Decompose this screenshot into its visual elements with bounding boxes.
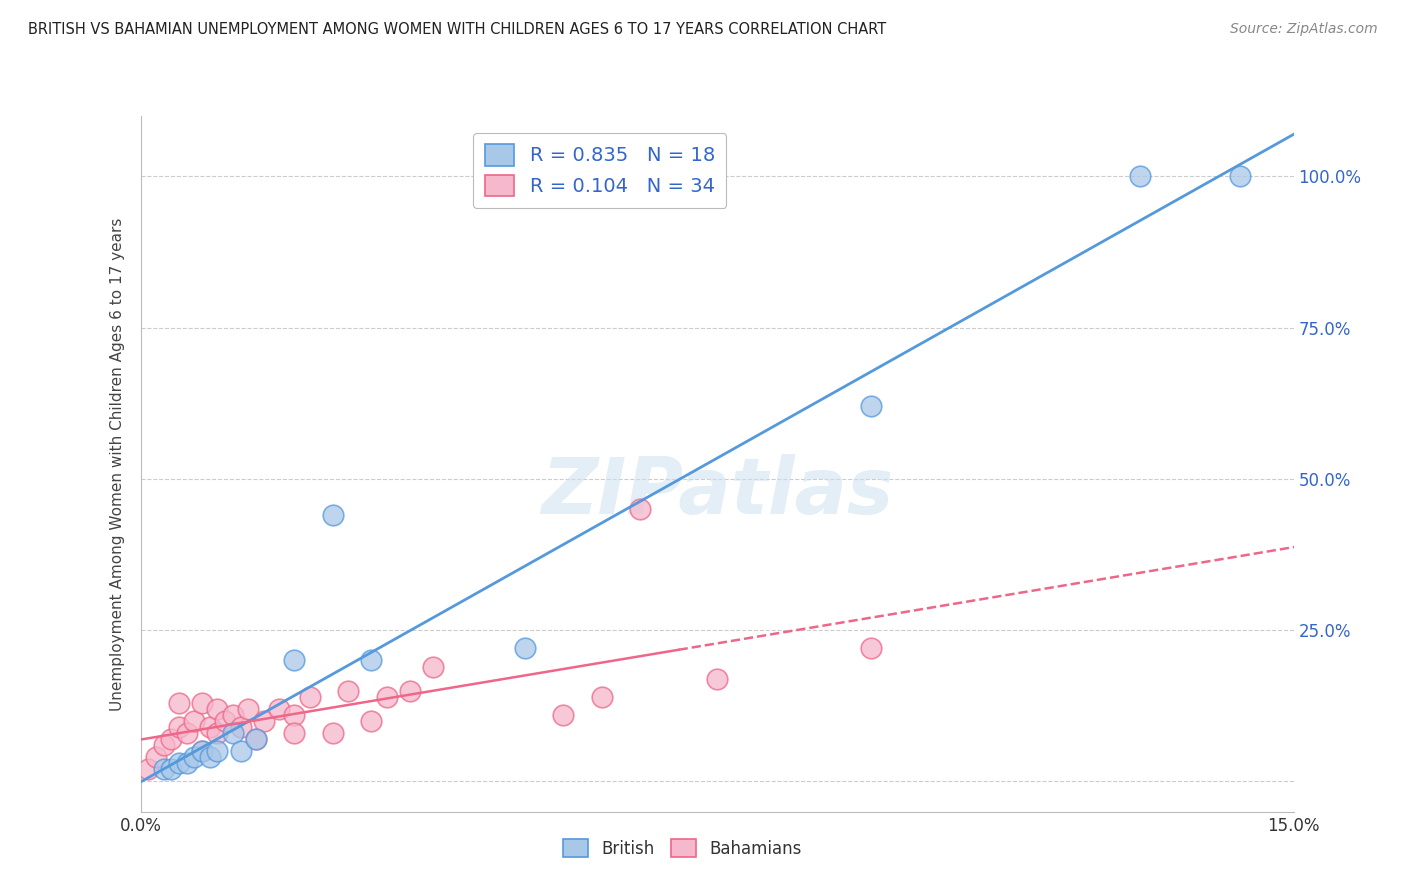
Point	[322, 508, 344, 523]
Point	[360, 653, 382, 667]
Point	[238, 702, 260, 716]
Point	[183, 714, 205, 728]
Legend: British, Bahamians: British, Bahamians	[554, 830, 810, 866]
Point	[176, 756, 198, 771]
Point	[222, 707, 245, 722]
Text: Source: ZipAtlas.com: Source: ZipAtlas.com	[1230, 22, 1378, 37]
Point	[207, 726, 229, 740]
Point	[229, 720, 252, 734]
Point	[267, 702, 290, 716]
Point	[360, 714, 382, 728]
Point	[183, 750, 205, 764]
Point	[167, 756, 190, 771]
Text: ZIPatlas: ZIPatlas	[541, 454, 893, 530]
Point	[245, 732, 267, 747]
Point	[298, 690, 321, 704]
Point	[207, 744, 229, 758]
Point	[513, 641, 536, 656]
Point	[191, 696, 214, 710]
Point	[167, 696, 190, 710]
Point	[152, 763, 174, 777]
Point	[283, 653, 305, 667]
Point	[337, 683, 360, 698]
Point	[145, 750, 167, 764]
Point	[198, 750, 221, 764]
Point	[152, 738, 174, 752]
Point	[859, 400, 882, 414]
Point	[283, 707, 305, 722]
Point	[422, 659, 444, 673]
Point	[207, 702, 229, 716]
Text: BRITISH VS BAHAMIAN UNEMPLOYMENT AMONG WOMEN WITH CHILDREN AGES 6 TO 17 YEARS CO: BRITISH VS BAHAMIAN UNEMPLOYMENT AMONG W…	[28, 22, 886, 37]
Point	[222, 726, 245, 740]
Point	[198, 720, 221, 734]
Point	[245, 732, 267, 747]
Y-axis label: Unemployment Among Women with Children Ages 6 to 17 years: Unemployment Among Women with Children A…	[110, 217, 125, 711]
Point	[214, 714, 236, 728]
Point	[859, 641, 882, 656]
Point	[252, 714, 274, 728]
Point	[167, 720, 190, 734]
Point	[1229, 169, 1251, 184]
Point	[136, 763, 159, 777]
Point	[322, 726, 344, 740]
Point	[191, 744, 214, 758]
Point	[1129, 169, 1152, 184]
Point	[191, 744, 214, 758]
Point	[398, 683, 420, 698]
Point	[160, 732, 183, 747]
Point	[706, 672, 728, 686]
Point	[229, 744, 252, 758]
Point	[553, 707, 575, 722]
Point	[160, 763, 183, 777]
Point	[176, 726, 198, 740]
Point	[283, 726, 305, 740]
Point	[591, 690, 613, 704]
Point	[375, 690, 398, 704]
Point	[628, 502, 651, 516]
